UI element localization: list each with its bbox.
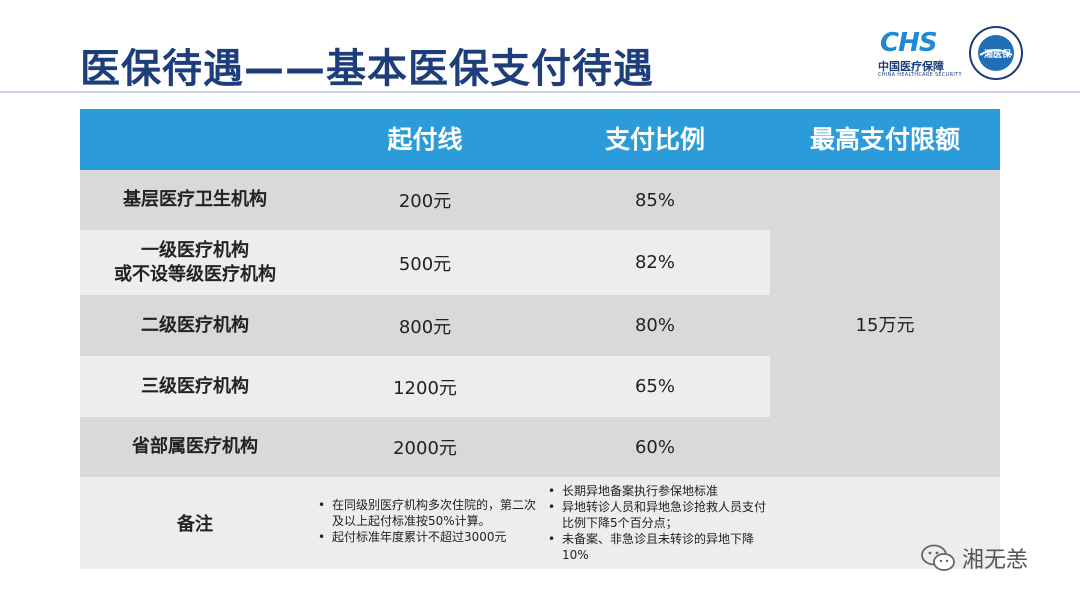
row-threshold: 500元 <box>398 253 452 275</box>
max-limit-cell: 15万元 <box>770 170 1000 477</box>
benefits-table: 起付线 支付比例 最高支付限额 基层医疗卫生机构 200元 85% 一级医疗机构… <box>80 109 1000 569</box>
table-header-row: 起付线 支付比例 最高支付限额 <box>80 109 1000 170</box>
chs-logo-cn: 中国医疗保障 <box>878 60 944 73</box>
chs-logo-mark: CHS <box>880 28 938 58</box>
note-item: 异地转诊人员和异地急诊抢救人员支付比例下降5个百分点； <box>546 499 772 531</box>
watermark-text: 湘无恙 <box>962 548 1029 573</box>
header-cell-blank <box>80 109 310 170</box>
row-threshold: 200元 <box>398 191 452 212</box>
row-ratio: 85% <box>634 189 675 211</box>
row-ratio: 82% <box>634 252 675 273</box>
title-divider <box>0 91 1080 93</box>
row-ratio: 60% <box>634 436 675 458</box>
row-ratio: 65% <box>634 376 675 397</box>
notes-right-list: 长期异地备案执行参保地标准 异地转诊人员和异地急诊抢救人员支付比例下降5个百分点… <box>546 483 772 563</box>
page-title: 医保待遇——基本医保支付待遇 <box>80 46 654 92</box>
header-cell-max-limit: 最高支付限额 <box>809 125 960 154</box>
chs-logo-en: CHINA HEALTHCARE SECURITY <box>878 72 962 78</box>
row-threshold: 1200元 <box>393 377 457 399</box>
row-institution-name: 基层医疗卫生机构 <box>123 189 267 210</box>
seal-icon <box>969 26 1023 80</box>
row-threshold: 800元 <box>398 316 452 338</box>
note-item: 长期异地备案执行参保地标准 <box>546 483 772 499</box>
header-cell-threshold: 起付线 <box>387 125 463 154</box>
chs-logo: CHS 中国医疗保障 CHINA HEALTHCARE SECURITY <box>876 28 962 80</box>
note-item: 起付标准年度累计不超过3000元 <box>316 529 546 545</box>
watermark: 湘无恙 <box>920 540 1050 576</box>
row-threshold: 2000元 <box>393 438 457 459</box>
row-institution-name: 一级医疗机构 或不设等级医疗机构 <box>114 239 276 285</box>
row-institution-name: 省部属医疗机构 <box>132 436 258 457</box>
seal-logo: 湘医保 <box>968 25 1024 81</box>
notes-row: 备注 在同级别医疗机构多次住院的，第二次及以上起付标准按50%计算。 起付标准年… <box>80 477 1000 569</box>
row-ratio: 80% <box>634 315 675 336</box>
header-cell-ratio: 支付比例 <box>604 125 705 154</box>
row-institution-name: 三级医疗机构 <box>141 375 249 397</box>
notes-label: 备注 <box>177 514 213 535</box>
row-institution-name: 二级医疗机构 <box>141 314 249 336</box>
notes-left-list: 在同级别医疗机构多次住院的，第二次及以上起付标准按50%计算。 起付标准年度累计… <box>316 497 546 545</box>
note-item: 在同级别医疗机构多次住院的，第二次及以上起付标准按50%计算。 <box>316 497 546 529</box>
note-item: 未备案、非急诊且未转诊的异地下降10% <box>546 531 772 563</box>
seal-text: 湘医保 <box>984 50 1012 60</box>
wechat-icon <box>921 544 955 571</box>
